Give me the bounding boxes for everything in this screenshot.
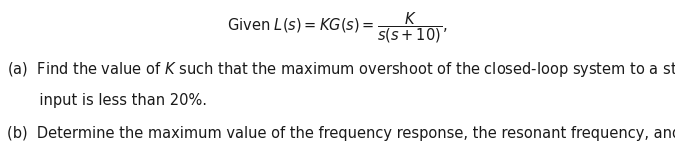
Text: input is less than 20%.: input is less than 20%. bbox=[7, 93, 207, 108]
Text: Given $L(s) = KG(s) = \dfrac{K}{s(s+10)},$: Given $L(s) = KG(s) = \dfrac{K}{s(s+10)}… bbox=[227, 10, 448, 45]
Text: (b)  Determine the maximum value of the frequency response, the resonant frequen: (b) Determine the maximum value of the f… bbox=[7, 126, 675, 141]
Text: (a)  Find the value of $K$ such that the maximum overshoot of the closed-loop sy: (a) Find the value of $K$ such that the … bbox=[7, 60, 675, 79]
